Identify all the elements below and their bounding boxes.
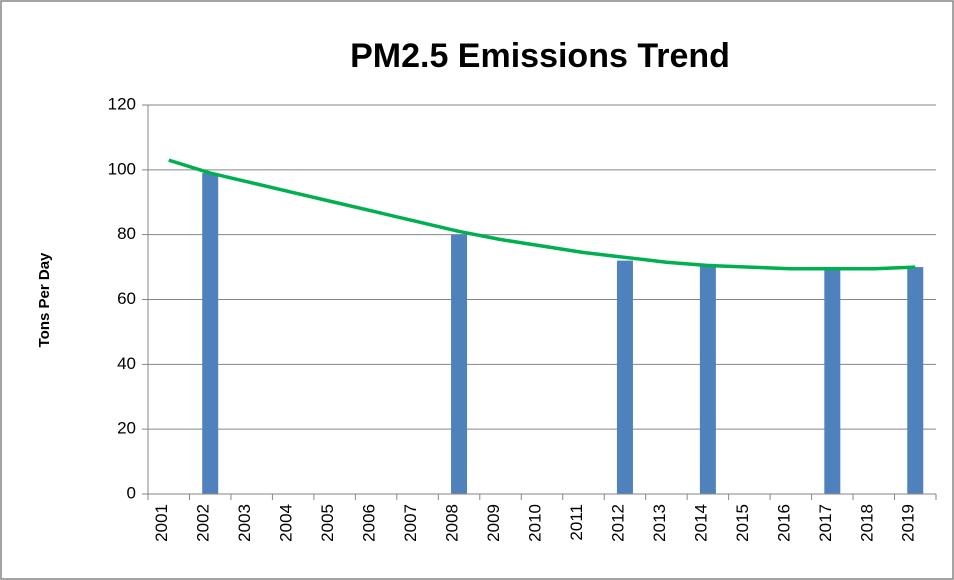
x-tick-label: 2010 <box>525 504 544 542</box>
x-tick-label: 2006 <box>360 504 379 542</box>
x-tick-label: 2013 <box>650 504 669 542</box>
bar <box>907 267 924 494</box>
x-tick-label: 2003 <box>235 504 254 542</box>
y-tick-label: 60 <box>117 289 136 308</box>
y-tick-label: 0 <box>127 483 136 502</box>
y-tick-label: 80 <box>117 224 136 243</box>
y-tick-label: 120 <box>108 94 136 113</box>
bar <box>824 267 841 494</box>
x-tick-label: 2007 <box>401 504 420 542</box>
y-axis-label: Tons Per Day <box>36 252 53 347</box>
y-tick-label: 100 <box>108 159 136 178</box>
x-tick-label: 2001 <box>152 504 171 542</box>
bar <box>202 173 219 494</box>
x-tick-label: 2005 <box>318 504 337 542</box>
x-tick-label: 2014 <box>691 504 710 542</box>
x-tick-label: 2008 <box>443 504 462 542</box>
x-tick-label: 2016 <box>774 504 793 542</box>
x-tick-label: 2018 <box>857 504 876 542</box>
trend-line <box>168 158 916 271</box>
x-tick-label: 2011 <box>567 504 586 541</box>
bar <box>451 234 468 494</box>
chart-title: PM2.5 Emissions Trend <box>350 37 730 75</box>
x-tick-label: 2015 <box>733 504 752 542</box>
bar <box>699 263 716 494</box>
bar <box>616 260 633 494</box>
x-tick-label: 2004 <box>277 504 296 542</box>
x-tick-label: 2009 <box>484 504 503 542</box>
y-tick-label: 40 <box>117 354 136 373</box>
x-tick-label: 2012 <box>608 504 627 542</box>
y-tick-label: 20 <box>117 419 136 438</box>
x-tick-label: 2017 <box>816 504 835 542</box>
x-tick-label: 2002 <box>194 504 213 542</box>
x-tick-label: 2019 <box>899 504 918 542</box>
